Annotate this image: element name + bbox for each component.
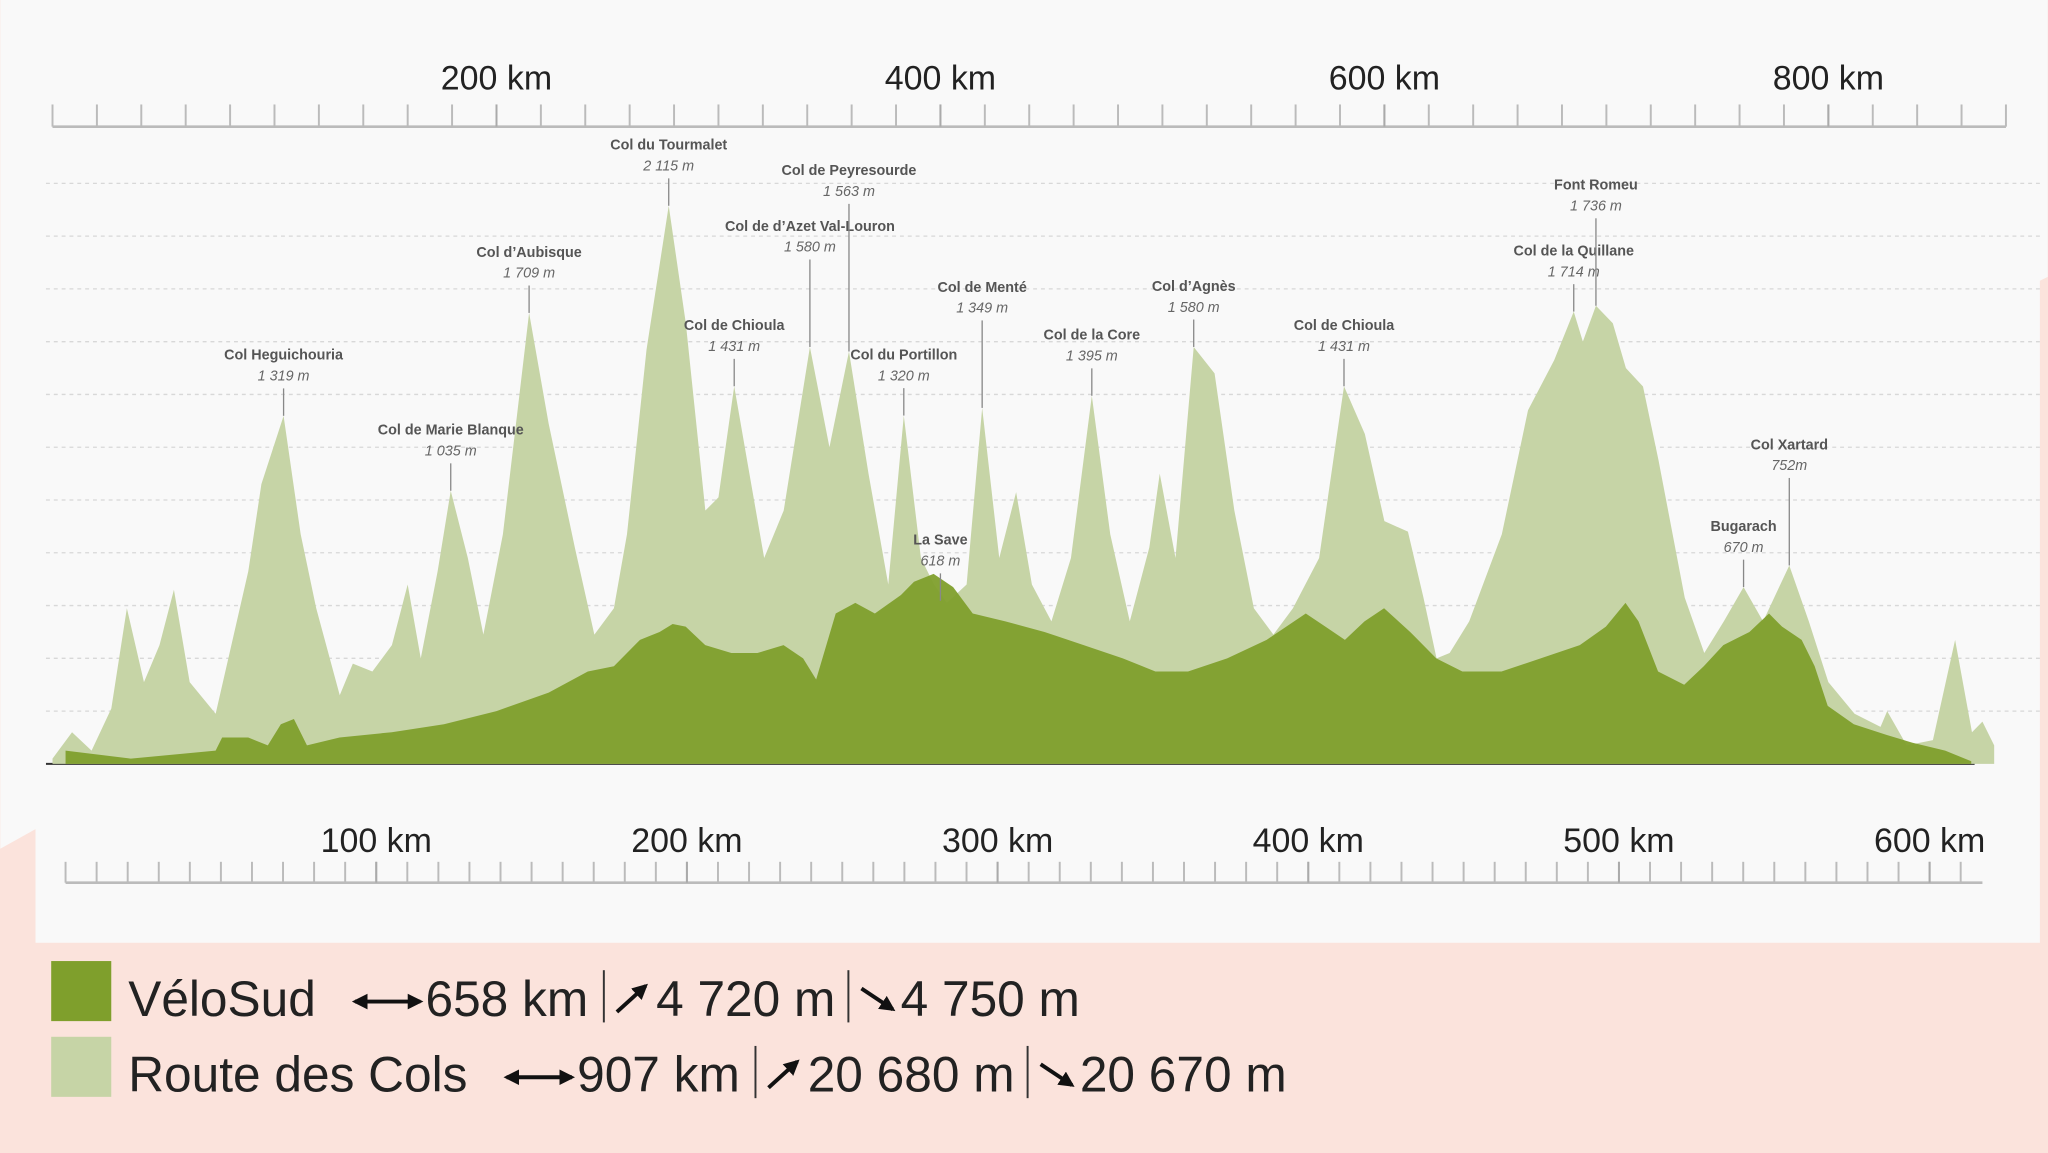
peak-name: Col de la Core [1044, 328, 1141, 344]
peak-name: Col d’Aubisque [476, 245, 581, 261]
peak-elevation: 1 709 m [503, 266, 555, 282]
legend-swatch [51, 961, 112, 1022]
peak-annotation: Col Xartard 752m [1751, 437, 1828, 566]
peak-annotation: Col de Chioula 1 431 m [684, 318, 786, 387]
peak-name: Font Romeu [1554, 178, 1638, 194]
peak-elevation: 1 580 m [1168, 300, 1220, 316]
peak-name: Col d’Agnès [1152, 279, 1236, 295]
ascent-icon [767, 1059, 800, 1090]
peak-annotation: La Save 618 m [913, 533, 968, 601]
peak-name: Col de la Quillane [1514, 244, 1634, 260]
peak-elevation: 1 319 m [258, 369, 310, 385]
peak-elevation: 1 431 m [708, 339, 760, 355]
x-tick-label: 200 km [441, 59, 552, 97]
x-tick-label: 500 km [1563, 822, 1674, 860]
peak-name: Col de Chioula [684, 318, 786, 334]
peak-annotation: Bugarach 670 m [1710, 519, 1777, 588]
peak-elevation: 752m [1771, 458, 1807, 474]
ascent-icon [615, 983, 648, 1014]
peak-name: Col de Peyresourde [782, 163, 917, 179]
peak-annotation: Font Romeu 1 736 m [1554, 178, 1638, 306]
x-tick-label: 400 km [1253, 822, 1364, 860]
peak-elevation: 1 736 m [1570, 199, 1622, 215]
legend-distance: 658 km [425, 971, 588, 1027]
peak-elevation: 1 320 m [878, 368, 930, 384]
peak-annotation: Col Heguichouria 1 319 m [224, 348, 344, 416]
legend-descent: 20 670 m [1080, 1047, 1287, 1103]
peak-annotation: Col de Chioula 1 431 m [1294, 318, 1396, 387]
plot-background [0, 0, 2048, 943]
peak-elevation: 1 431 m [1318, 339, 1370, 355]
peak-elevation: 1 580 m [784, 240, 836, 256]
peak-elevation: 1 035 m [425, 444, 477, 460]
peak-annotation: Col d’Aubisque 1 709 m [476, 245, 582, 313]
peak-name: Col du Portillon [850, 347, 957, 363]
legend-ascent: 4 720 m [656, 971, 835, 1027]
peak-name: Col du Tourmalet [610, 138, 727, 154]
peak-annotation: Col du Portillon 1 320 m [850, 347, 957, 416]
peak-annotation: Col de la Quillane 1 714 m [1514, 244, 1634, 312]
x-tick-label: 400 km [885, 59, 996, 97]
legend-label: Route des Cols [128, 1047, 467, 1103]
legend-label: VéloSud [128, 971, 316, 1027]
elevation-area [65, 573, 1972, 764]
legend-distance: 907 km [577, 1047, 740, 1103]
peak-name: Col Heguichouria [224, 348, 344, 364]
peak-elevation: 1 395 m [1066, 349, 1118, 365]
x-tick-label: 600 km [1329, 59, 1440, 97]
peak-annotation: Col d’Agnès 1 580 m [1152, 279, 1236, 347]
descent-icon [860, 986, 896, 1012]
peak-annotation: Col de Peyresourde 1 563 m [782, 163, 917, 352]
peak-name: Col de d’Azet Val-Louron [725, 219, 895, 235]
legend-descent: 4 750 m [901, 971, 1080, 1027]
elevation-area [52, 205, 1995, 764]
peak-elevation: 1 563 m [823, 184, 875, 200]
peak-name: La Save [913, 533, 967, 549]
peak-annotation: Col de Marie Blanque 1 035 m [378, 423, 524, 491]
x-tick-label: 300 km [942, 822, 1053, 860]
peak-name: Col Xartard [1751, 437, 1828, 453]
peak-annotation: Col de Menté 1 349 m [937, 280, 1027, 408]
peak-elevation: 2 115 m [642, 159, 694, 175]
descent-icon [1039, 1062, 1075, 1087]
peak-name: Col de Menté [937, 280, 1026, 296]
peak-elevation: 1 714 m [1548, 264, 1600, 280]
x-tick-label: 600 km [1874, 822, 1985, 860]
x-tick-label: 100 km [321, 822, 432, 860]
peak-name: Col de Chioula [1294, 318, 1396, 334]
peak-elevation: 670 m [1724, 540, 1764, 556]
peak-elevation: 618 m [920, 554, 960, 570]
peak-name: Col de Marie Blanque [378, 423, 524, 439]
peak-elevation: 1 349 m [956, 301, 1008, 317]
x-tick-label: 800 km [1773, 59, 1884, 97]
peak-annotation: Col de d’Azet Val-Louron 1 580 m [725, 219, 895, 347]
legend-swatch [51, 1036, 112, 1097]
peak-annotation: Col du Tourmalet 2 115 m [610, 138, 727, 206]
legend-ascent: 20 680 m [808, 1047, 1015, 1103]
peak-annotation: Col de la Core 1 395 m [1044, 328, 1141, 396]
x-tick-label: 200 km [631, 822, 742, 860]
peak-name: Bugarach [1710, 519, 1776, 535]
